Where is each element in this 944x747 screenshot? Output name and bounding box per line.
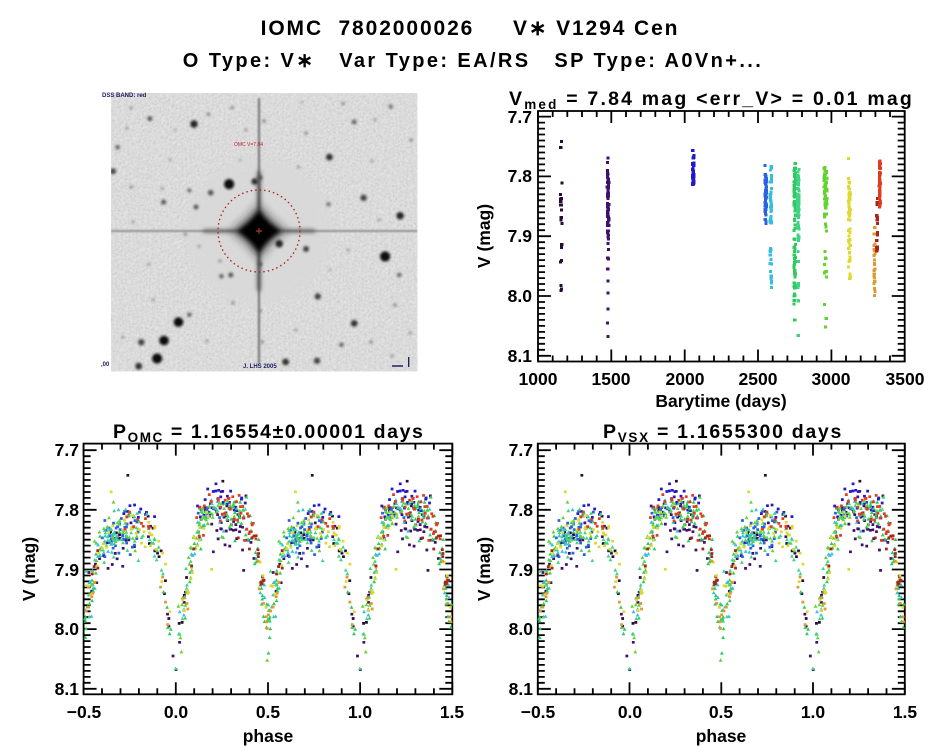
svg-text:1.0: 1.0 xyxy=(348,702,373,722)
svg-text:3500: 3500 xyxy=(886,369,925,389)
svg-text:8.0: 8.0 xyxy=(509,619,534,639)
svg-text:7.7: 7.7 xyxy=(55,440,79,460)
svg-text:8.1: 8.1 xyxy=(55,679,80,699)
svg-text:0.0: 0.0 xyxy=(618,702,643,722)
svg-text:−0.5: −0.5 xyxy=(521,702,556,722)
svg-text:IOMC 7802000026 V∗ V1294: IOMC 7802000026 V∗ V1294 Cen xyxy=(261,17,680,40)
svg-text:V (mag): V (mag) xyxy=(19,537,39,601)
svg-text:7.9: 7.9 xyxy=(55,560,80,580)
svg-text:0.5: 0.5 xyxy=(709,702,734,722)
svg-text:3000: 3000 xyxy=(812,369,851,389)
svg-text:1500: 1500 xyxy=(592,369,631,389)
svg-text:2000: 2000 xyxy=(666,369,705,389)
svg-text:7.7: 7.7 xyxy=(508,107,532,127)
svg-text:7.8: 7.8 xyxy=(55,500,80,520)
svg-text:7.8: 7.8 xyxy=(508,166,533,186)
svg-text:0.0: 0.0 xyxy=(164,702,189,722)
svg-text:8.1: 8.1 xyxy=(508,346,533,366)
svg-text:0.5: 0.5 xyxy=(256,702,281,722)
svg-text:7.7: 7.7 xyxy=(509,440,533,460)
svg-text:O Type: V∗ Var Type: EA/RS: O Type: V∗ Var Type: EA/RS SP Type: A0Vn… xyxy=(183,50,763,72)
svg-text:,00: ,00 xyxy=(101,362,110,368)
svg-text:phase: phase xyxy=(696,726,747,746)
svg-text:7.9: 7.9 xyxy=(509,560,534,580)
svg-text:Barytime (days): Barytime (days) xyxy=(655,391,786,411)
svg-text:7.9: 7.9 xyxy=(508,226,533,246)
svg-text:1.5: 1.5 xyxy=(440,702,465,722)
svg-text:DSS BAND: red: DSS BAND: red xyxy=(102,93,147,99)
svg-text:1000: 1000 xyxy=(519,369,558,389)
svg-text:8.0: 8.0 xyxy=(55,619,80,639)
svg-text:phase: phase xyxy=(243,726,294,746)
svg-text:1.5: 1.5 xyxy=(893,702,918,722)
svg-text:−0.5: −0.5 xyxy=(67,702,102,722)
svg-text:8.0: 8.0 xyxy=(508,286,533,306)
svg-text:8.1: 8.1 xyxy=(509,679,534,699)
svg-text:Vmed = 7.84 mag <err_V> = 0.01: Vmed = 7.84 mag <err_V> = 0.01 mag xyxy=(509,88,914,112)
svg-text:V (mag): V (mag) xyxy=(474,537,494,601)
svg-text:7.8: 7.8 xyxy=(509,500,534,520)
svg-text:1.0: 1.0 xyxy=(801,702,826,722)
svg-text:J. LHS 2005: J. LHS 2005 xyxy=(243,364,277,370)
svg-text:2500: 2500 xyxy=(739,369,778,389)
svg-text:OMC V=7.84: OMC V=7.84 xyxy=(234,142,263,148)
svg-text:V (mag): V (mag) xyxy=(474,204,494,268)
svg-text:POMC = 1.16554±0.00001 days: POMC = 1.16554±0.00001 days xyxy=(113,421,424,445)
svg-text:PVSX = 1.1655300 days: PVSX = 1.1655300 days xyxy=(603,421,843,445)
